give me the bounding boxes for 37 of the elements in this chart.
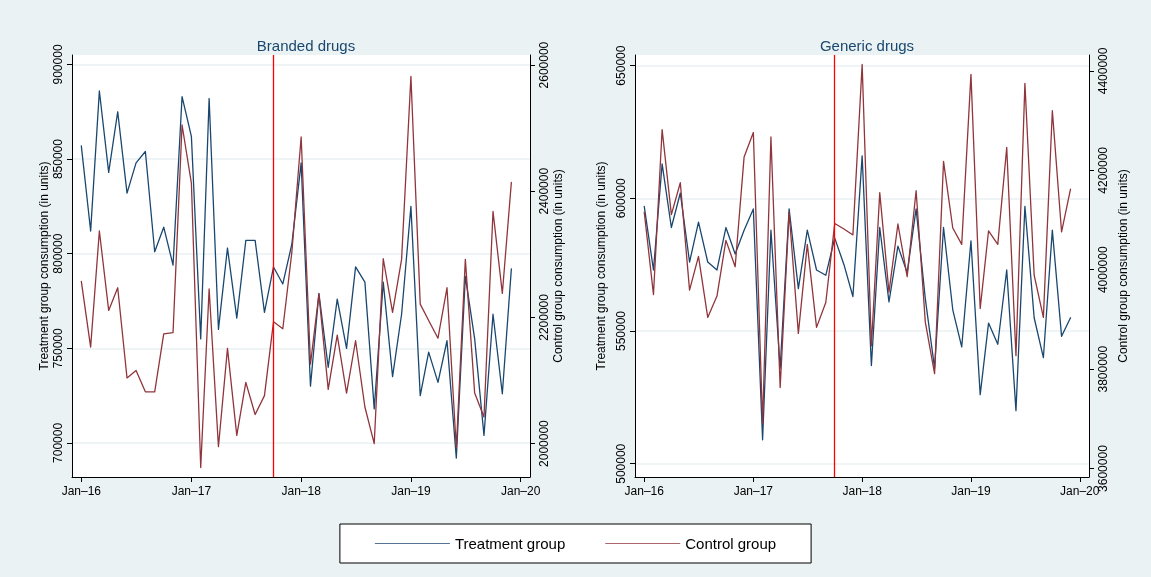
x-tick-label: Jan–19: [391, 484, 431, 498]
chart-title: Branded drugs: [256, 37, 356, 54]
x-tick-label: Jan–17: [171, 484, 212, 498]
y-tick-label: 750000: [51, 327, 65, 369]
y2-tick-label: 2600000: [537, 41, 551, 89]
x-tick-label: Jan–16: [624, 484, 665, 498]
x-tick-label: Jan–19: [951, 484, 991, 498]
y-tick-label: 850000: [51, 138, 65, 180]
y-axis-title: Treatment group consumption (in units): [594, 161, 609, 371]
x-tick-label: Jan–17: [733, 484, 774, 498]
y2-tick-label: 4000000: [1096, 246, 1110, 294]
x-tick-label: Jan–20: [1060, 484, 1100, 498]
y2-tick-label: 2200000: [537, 293, 551, 341]
y2-axis-title: Control group consumption (in units): [1115, 169, 1130, 363]
y-tick-label: 700000: [51, 422, 65, 463]
y2-tick-label: 3800000: [1096, 345, 1110, 393]
x-tick-label: Jan–18: [281, 484, 322, 498]
x-tick-label: Jan–18: [842, 484, 883, 498]
y-tick-label: 500000: [614, 443, 628, 484]
x-tick-label: Jan–16: [61, 484, 102, 498]
y2-tick-label: 2000000: [537, 419, 551, 467]
legend-label: Treatment group: [454, 535, 566, 552]
y2-tick-label: 2400000: [537, 167, 551, 215]
line-series: [643, 63, 1072, 425]
y2-tick-label: 4200000: [1096, 146, 1110, 194]
line-series: [643, 155, 1072, 441]
y-tick-label: 800000: [51, 233, 65, 274]
y2-tick-label: 4400000: [1096, 47, 1110, 95]
y-tick-label: 900000: [51, 44, 65, 85]
y-tick-label: 550000: [614, 310, 628, 352]
x-tick-label: Jan–20: [500, 484, 541, 498]
y-tick-label: 650000: [614, 45, 628, 86]
legend-label: Control group: [685, 535, 777, 552]
y-tick-label: 600000: [614, 177, 628, 219]
y2-axis-title: Control group consumption (in units): [551, 169, 565, 363]
chart-title: Generic drugs: [819, 37, 915, 54]
y-axis-title: Treatment group consumption (in units): [37, 161, 51, 371]
